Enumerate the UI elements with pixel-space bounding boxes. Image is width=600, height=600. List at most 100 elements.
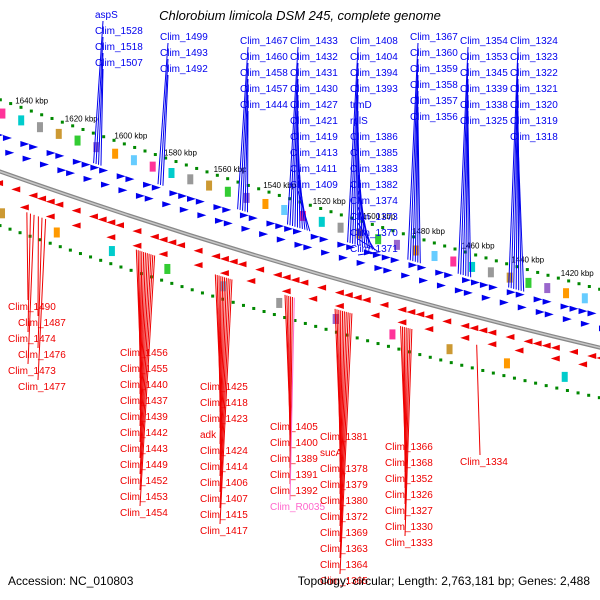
forward-gene-arrow <box>587 310 597 317</box>
cog-block <box>450 256 457 267</box>
reverse-gene-arrow <box>308 295 318 302</box>
outer-tick-mark <box>370 222 374 226</box>
reverse-gene-arrow <box>415 311 425 318</box>
reverse-gene-arrow <box>97 216 107 223</box>
reverse-leader-line <box>219 277 226 461</box>
cog-block <box>220 281 227 292</box>
forward-gene-arrow <box>462 277 472 284</box>
inner-tick-mark <box>512 376 516 380</box>
forward-gene-label: Clim_1318 <box>510 132 558 143</box>
kbp-tick-label: 1600 kbp <box>114 132 147 141</box>
forward-leader-line <box>95 36 104 164</box>
cog-block <box>318 216 325 227</box>
kbp-tick-label: 1640 kbp <box>15 97 48 106</box>
forward-gene-label: Clim_1354 <box>460 36 508 47</box>
reverse-gene-label: Clim_1407 <box>200 494 248 505</box>
reverse-gene-label: adk <box>200 430 217 441</box>
forward-gene-arrow <box>213 204 223 211</box>
reverse-gene-arrow <box>0 180 4 187</box>
outer-tick-mark <box>515 265 519 269</box>
forward-gene-arrow <box>179 206 189 213</box>
reverse-gene-arrow <box>578 361 588 368</box>
reverse-gene-arrow <box>106 234 116 241</box>
forward-gene-label: rplS <box>350 116 368 127</box>
outer-tick-mark <box>494 259 498 263</box>
kbp-tick-label: 1460 kbp <box>462 241 495 250</box>
forward-gene-arrow <box>401 272 411 279</box>
reverse-gene-arrow <box>550 344 560 351</box>
reverse-gene-label: Clim_1372 <box>320 512 368 523</box>
forward-gene-label: Clim_1382 <box>350 180 398 191</box>
forward-gene-label: Clim_1432 <box>290 52 338 63</box>
forward-gene-arrow <box>276 236 286 243</box>
forward-gene-arrow <box>435 269 445 276</box>
inner-tick-mark <box>109 262 113 266</box>
forward-gene-label: Clim_1518 <box>95 42 143 53</box>
reverse-gene-label: Clim_1330 <box>385 522 433 533</box>
outer-tick-mark <box>257 187 261 191</box>
outer-tick-mark <box>60 120 64 124</box>
cog-block <box>0 208 6 219</box>
reverse-gene-arrow <box>469 325 479 332</box>
reverse-gene-arrow <box>272 271 282 278</box>
cog-block <box>393 239 400 250</box>
forward-gene-arrow <box>2 135 12 142</box>
forward-gene-arrow <box>390 257 400 264</box>
outer-tick-mark <box>298 200 302 204</box>
reverse-leader-line <box>219 279 233 525</box>
forward-leader-line <box>409 58 419 261</box>
inner-tick-mark <box>283 316 287 320</box>
forward-leader-line <box>357 238 378 252</box>
cog-block <box>503 358 510 369</box>
forward-gene-arrow <box>66 170 76 177</box>
cog-block <box>130 155 137 166</box>
forward-gene-label: Clim_1492 <box>160 64 208 75</box>
inner-tick-mark <box>89 255 93 259</box>
forward-gene-arrow <box>20 141 30 148</box>
reverse-gene-arrow <box>290 277 300 283</box>
forward-gene-label: Clim_1409 <box>290 180 338 191</box>
reverse-gene-arrow <box>54 201 64 208</box>
inner-tick-mark <box>262 310 266 314</box>
outer-tick-mark <box>215 173 219 177</box>
outer-tick-mark <box>308 203 312 207</box>
cog-block <box>544 283 551 294</box>
forward-gene-arrow <box>284 225 294 232</box>
forward-gene-arrow <box>479 281 489 288</box>
inner-tick-mark <box>200 291 204 295</box>
inner-tick-mark <box>78 252 82 256</box>
forward-gene-arrow <box>293 228 302 235</box>
cog-block <box>53 227 60 238</box>
forward-gene-arrow <box>99 167 109 174</box>
reverse-leader-line <box>339 310 344 495</box>
reverse-leader-line <box>339 311 347 527</box>
forward-gene-arrow <box>499 299 509 306</box>
reverse-leader-line <box>404 327 407 489</box>
kbp-tick-label: 1420 kbp <box>561 269 594 278</box>
forward-gene-arrow <box>22 155 32 162</box>
reverse-gene-arrow <box>158 236 168 243</box>
outer-tick-mark <box>288 197 292 201</box>
reverse-leader-line <box>339 312 351 559</box>
reverse-gene-arrow <box>587 352 597 359</box>
reverse-leader-line <box>339 312 349 543</box>
inner-tick-mark <box>587 393 591 397</box>
outer-tick-mark <box>587 284 591 288</box>
kbp-tick-label: 1540 kbp <box>263 181 296 190</box>
reverse-gene-label: Clim_1333 <box>385 538 433 549</box>
forward-gene-arrow <box>419 277 429 284</box>
forward-leader-line <box>457 46 469 274</box>
inner-tick-mark <box>597 396 600 400</box>
forward-gene-label: Clim_1320 <box>510 100 558 111</box>
forward-gene-arrow <box>506 289 516 296</box>
cog-block <box>206 180 213 191</box>
reverse-gene-label: Clim_1453 <box>120 492 168 503</box>
forward-leader-line <box>517 142 525 292</box>
forward-gene-arrow <box>310 233 320 240</box>
inner-tick-mark <box>231 300 235 304</box>
inner-tick-mark <box>345 333 349 337</box>
cog-block <box>36 122 43 133</box>
forward-gene-arrow <box>408 262 418 269</box>
reverse-gene-arrow <box>219 270 229 277</box>
inner-tick-mark <box>460 363 464 367</box>
